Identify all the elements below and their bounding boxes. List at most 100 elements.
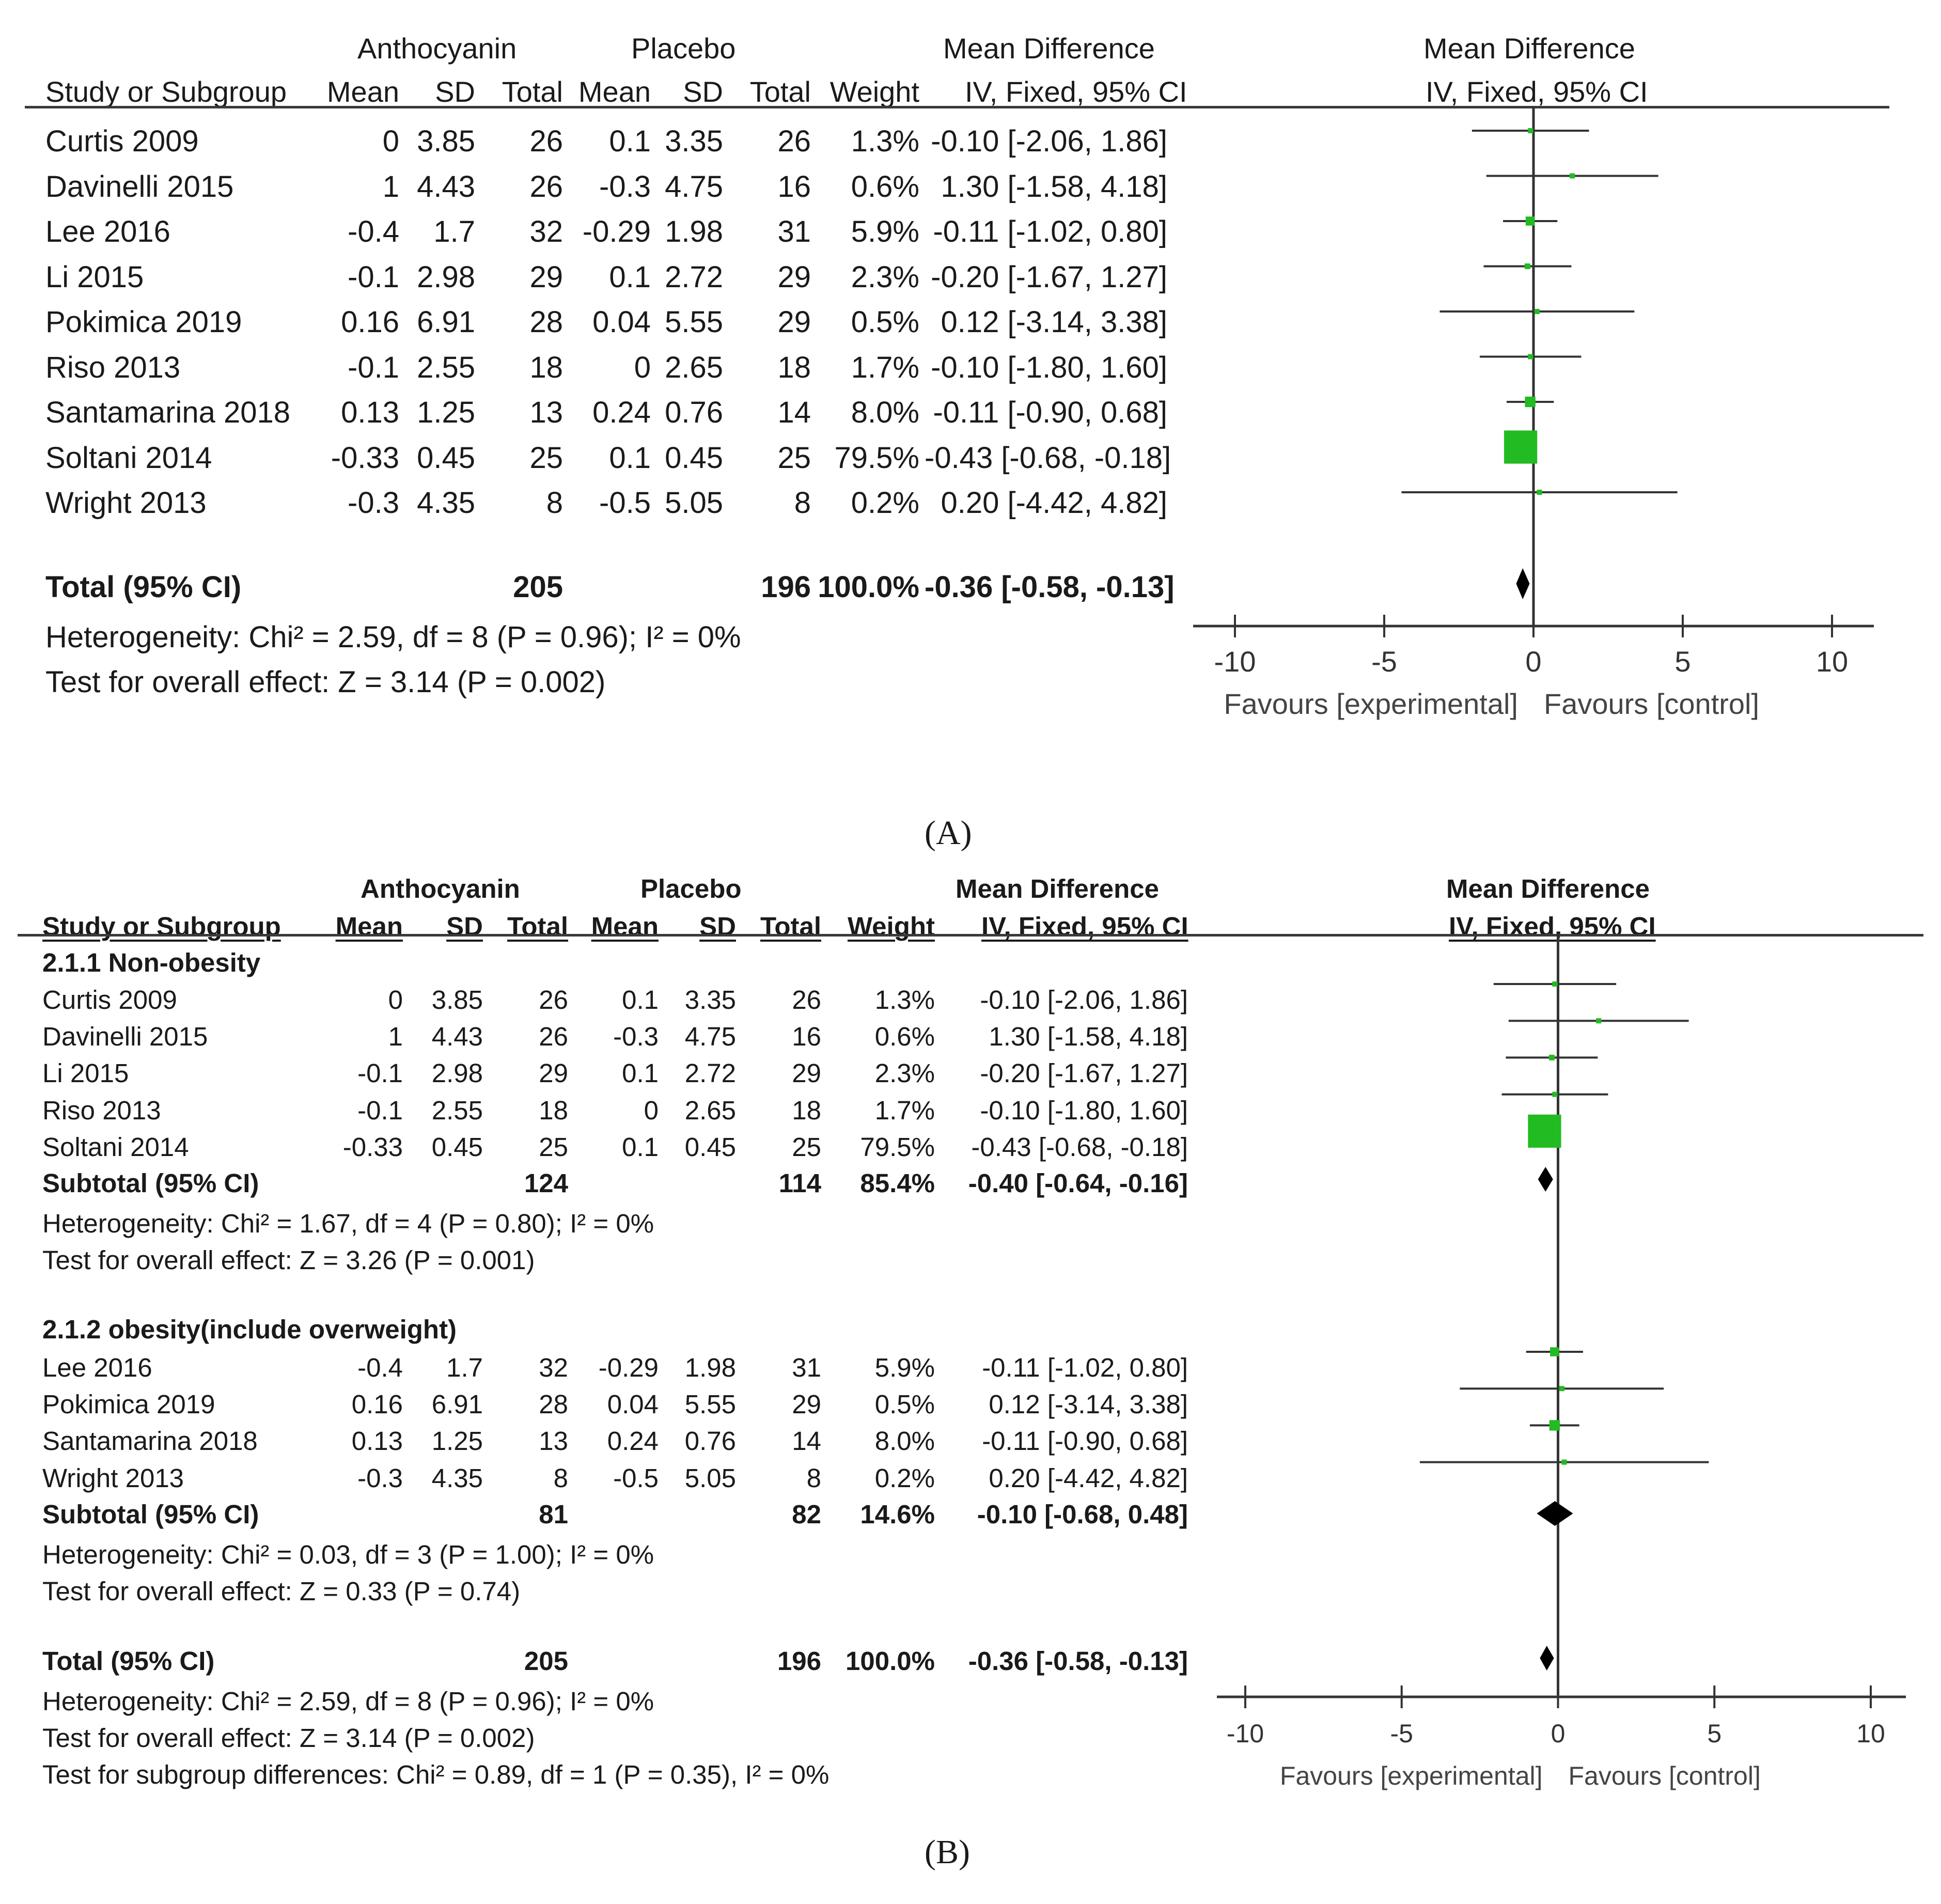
cell-ci: 0.20 [-4.42, 4.82] — [941, 486, 1167, 520]
cell-sd1: 4.43 — [417, 169, 475, 204]
cell-w: 8.0% — [874, 1426, 935, 1456]
header-sd-a: SD — [435, 75, 475, 108]
cell-m2: -0.5 — [613, 1463, 659, 1493]
total-n1-a: 205 — [513, 570, 563, 604]
header-total-a: Total — [502, 75, 563, 108]
cell-sd1: 6.91 — [431, 1390, 483, 1419]
header-md-plot-b: Mean Difference — [1446, 874, 1650, 903]
cell-ci: -0.10 [-2.06, 1.86] — [931, 124, 1167, 158]
favours-experimental-label: Favours [experimental] — [1224, 688, 1518, 720]
cell-w: 79.5% — [834, 441, 919, 475]
favours-experimental-label: Favours [experimental] — [1280, 1761, 1543, 1790]
cell-sd1: 4.35 — [417, 486, 475, 520]
subgroup-differences: Test for subgroup differences: Chi² = 0.… — [42, 1760, 829, 1789]
header-md-plot: Mean Difference — [1423, 32, 1635, 65]
cell-w: 1.3% — [851, 124, 919, 158]
subtotal-1-w: 85.4% — [860, 1168, 935, 1198]
x-tick-label: -10 — [1227, 1719, 1264, 1748]
cell-ci: -0.20 [-1.67, 1.27] — [931, 260, 1167, 294]
x-tick-label: -5 — [1371, 645, 1397, 678]
cell-m1: -0.33 — [342, 1132, 403, 1162]
cell-n2: 29 — [792, 1390, 821, 1419]
header-group-a-b: Anthocyanin — [361, 874, 520, 903]
cell-n1: 32 — [529, 215, 563, 248]
heterogeneity-b: Heterogeneity: Chi² = 2.59, df = 8 (P = … — [42, 1687, 654, 1716]
cell-sd2: 5.05 — [665, 486, 723, 520]
cell-ci: -0.11 [-1.02, 0.80] — [982, 1353, 1188, 1382]
cell-w: 0.6% — [874, 1022, 935, 1052]
header-ci: IV, Fixed, 95% CI — [965, 75, 1187, 108]
cell-m2: -0.29 — [582, 215, 651, 248]
cell-sd2: 5.05 — [684, 1463, 736, 1493]
cell-m2: 0.24 — [607, 1426, 659, 1456]
total-n2-a: 196 — [761, 570, 811, 604]
study-marker — [1552, 981, 1558, 987]
cell-sd1: 3.85 — [431, 985, 483, 1015]
x-tick-label: -5 — [1390, 1719, 1413, 1748]
cell-sd1: 0.45 — [431, 1132, 483, 1162]
cell-sd2: 2.72 — [684, 1058, 736, 1088]
cell-ci: -0.20 [-1.67, 1.27] — [980, 1058, 1188, 1088]
cell-sd1: 3.85 — [417, 124, 475, 158]
x-tick-label: 0 — [1525, 645, 1541, 678]
cell-sd1: 1.7 — [433, 215, 475, 248]
study-marker — [1534, 309, 1540, 314]
cell-m2: -0.3 — [599, 169, 651, 204]
cell-m2: 0 — [634, 350, 651, 384]
cell-m1: -0.1 — [357, 1095, 403, 1125]
cell-m1: -0.33 — [331, 441, 399, 475]
cell-m1: 0.13 — [351, 1426, 403, 1456]
cell-n2: 31 — [792, 1353, 821, 1382]
x-tick-label: 5 — [1707, 1719, 1721, 1748]
cell-m2: 0.1 — [622, 1058, 659, 1088]
cell-m1: 0.16 — [351, 1390, 403, 1419]
study-name: Pokimica 2019 — [42, 1390, 215, 1419]
cell-m1: -0.1 — [357, 1058, 403, 1088]
cell-sd2: 2.65 — [684, 1095, 736, 1125]
cell-n1: 29 — [539, 1058, 568, 1088]
subtotal-2-w: 14.6% — [860, 1500, 935, 1529]
cell-n2: 14 — [792, 1426, 821, 1456]
cell-m2: -0.3 — [613, 1022, 659, 1052]
header-mean-b: Mean — [578, 75, 651, 108]
x-tick-label: -10 — [1214, 645, 1256, 678]
forest-plot-a: -10 -5 0 5 10 Favours [experimental] Favours [… — [1193, 106, 1874, 720]
cell-sd2: 2.65 — [665, 350, 723, 384]
cell-n2: 16 — [792, 1022, 821, 1052]
study-name: Lee 2016 — [42, 1353, 152, 1382]
overall-effect-b: Test for overall effect: Z = 3.14 (P = 0… — [42, 1723, 535, 1753]
cell-n2: 26 — [792, 985, 821, 1015]
x-tick-label: 10 — [1816, 645, 1848, 678]
cell-n2: 26 — [777, 124, 811, 158]
cell-sd2: 0.76 — [665, 396, 723, 429]
cell-n1: 28 — [539, 1390, 568, 1419]
cell-ci: -0.10 [-1.80, 1.60] — [931, 350, 1167, 384]
cell-w: 2.3% — [874, 1058, 935, 1088]
subgroup-title: 2.1.1 Non-obesity — [42, 948, 261, 977]
favours-control-label: Favours [control] — [1569, 1761, 1761, 1790]
cell-n1: 13 — [529, 396, 563, 429]
cell-ci: -0.10 [-2.06, 1.86] — [980, 985, 1188, 1015]
overall-effect-a: Test for overall effect: Z = 3.14 (P = 0… — [45, 665, 606, 699]
study-name: Li 2015 — [42, 1058, 129, 1088]
cell-m2: -0.5 — [599, 486, 651, 520]
cell-m2: 0.1 — [609, 124, 651, 158]
cell-n1: 8 — [546, 486, 563, 520]
total-b-n1: 205 — [524, 1646, 568, 1676]
cell-n1: 25 — [529, 441, 563, 475]
study-marker — [1528, 1114, 1561, 1148]
cell-w: 0.5% — [874, 1390, 935, 1419]
cell-m1: 0.16 — [341, 305, 399, 339]
cell-n1: 28 — [529, 305, 563, 339]
total-b-w: 100.0% — [846, 1646, 935, 1676]
cell-sd1: 0.45 — [417, 441, 475, 475]
total-b-n2: 196 — [777, 1646, 821, 1676]
subgroup-title: 2.1.2 obesity(include overweight) — [42, 1315, 457, 1344]
header-md: Mean Difference — [943, 32, 1155, 65]
cell-sd2: 2.72 — [665, 260, 723, 294]
cell-n1: 18 — [539, 1095, 568, 1125]
cell-ci: -0.11 [-0.90, 0.68] — [933, 396, 1167, 429]
cell-m2: -0.29 — [598, 1353, 659, 1382]
cell-sd2: 5.55 — [665, 305, 723, 339]
